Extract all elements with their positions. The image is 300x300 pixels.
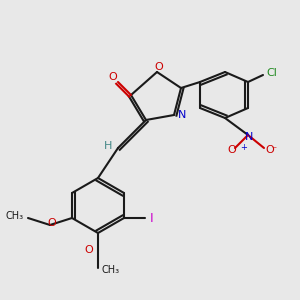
Text: I: I xyxy=(150,212,154,224)
Text: O: O xyxy=(84,245,93,255)
Text: O: O xyxy=(266,145,274,155)
Text: Cl: Cl xyxy=(266,68,277,78)
Text: O: O xyxy=(48,218,56,228)
Text: CH₃: CH₃ xyxy=(102,265,120,275)
Text: ⁻: ⁻ xyxy=(272,145,277,155)
Text: H: H xyxy=(104,141,112,151)
Text: CH₃: CH₃ xyxy=(6,211,24,221)
Text: N: N xyxy=(245,132,253,142)
Text: +: + xyxy=(241,142,248,152)
Text: O: O xyxy=(228,145,236,155)
Text: N: N xyxy=(178,110,186,120)
Text: O: O xyxy=(109,72,117,82)
Text: O: O xyxy=(154,62,164,72)
